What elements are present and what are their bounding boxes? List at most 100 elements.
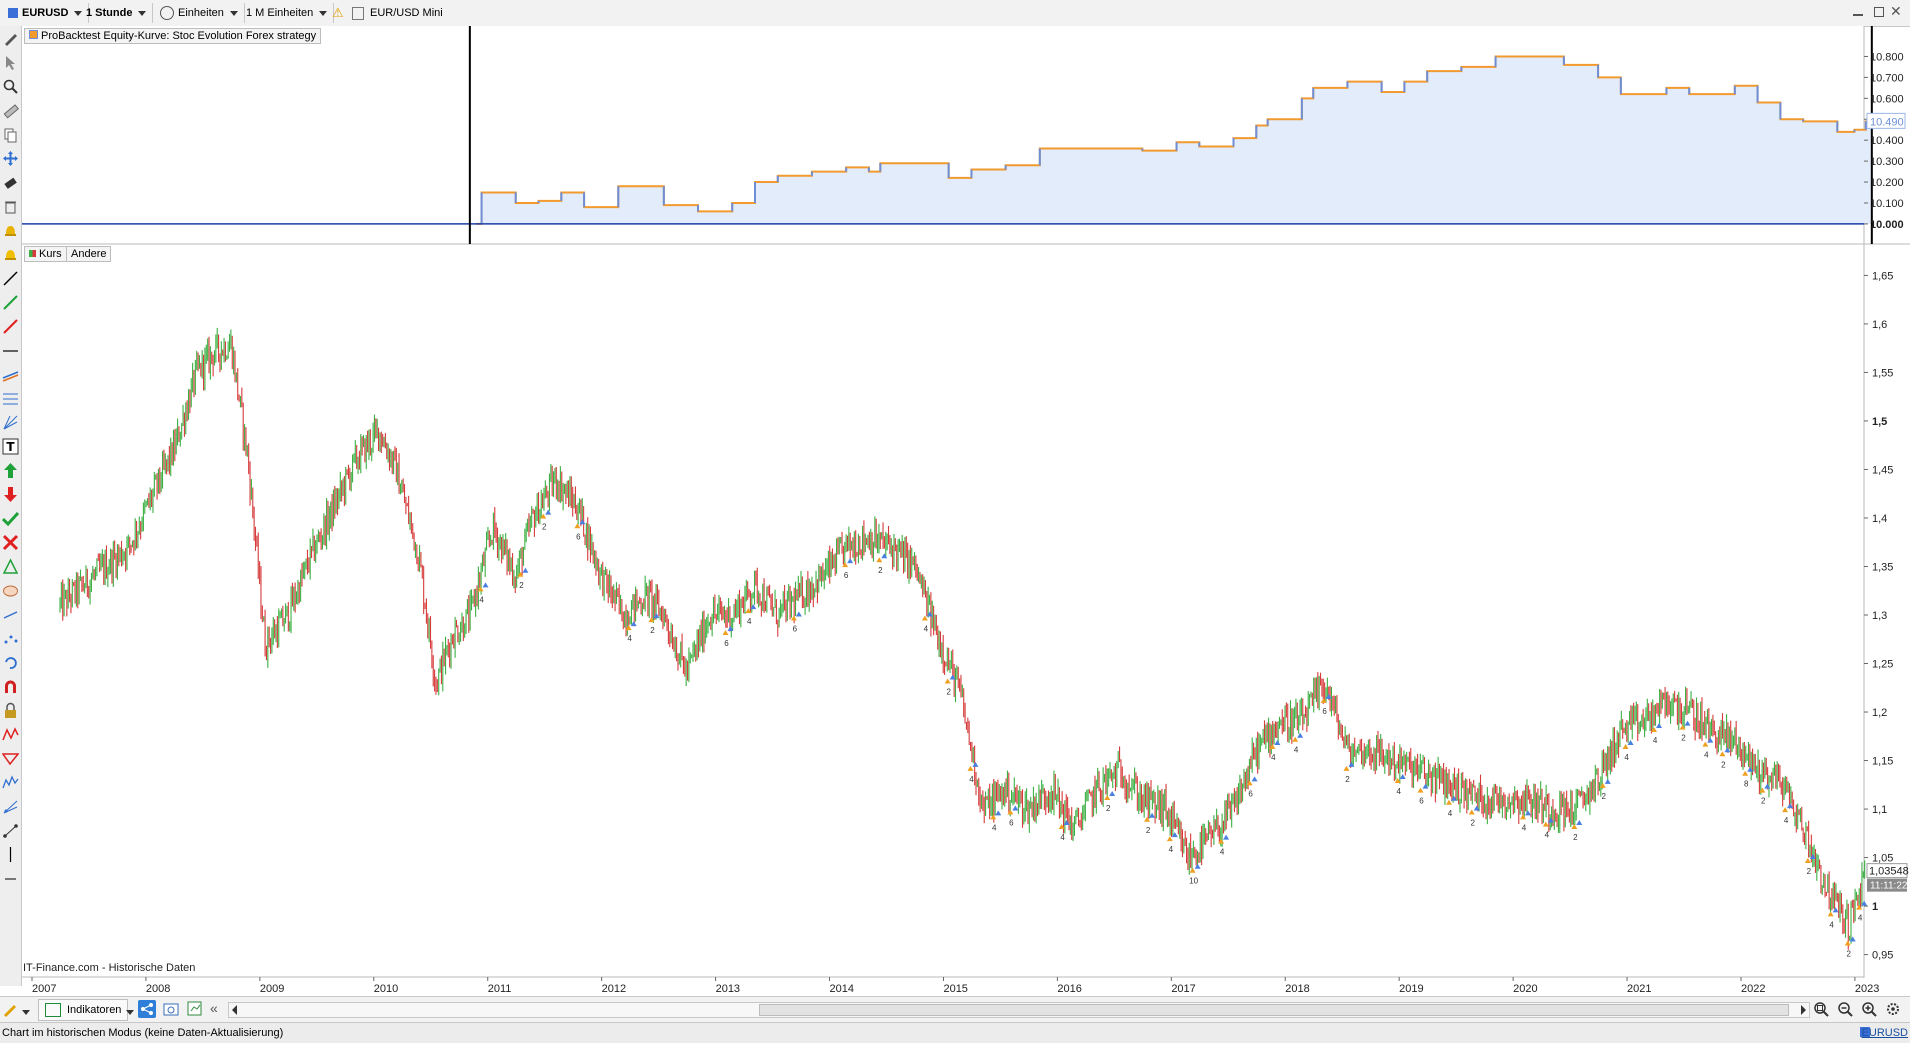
ruler-tool[interactable] bbox=[2, 102, 19, 119]
zoom-out-button[interactable] bbox=[1836, 1000, 1854, 1018]
pencil-tool[interactable] bbox=[2, 30, 19, 47]
pattern-tool[interactable] bbox=[1, 750, 20, 767]
price-y-tick-label: 1,05 bbox=[1872, 853, 1893, 865]
eraser-tool[interactable] bbox=[2, 174, 19, 191]
export-icon bbox=[187, 1001, 202, 1016]
tab-andere-label: Andere bbox=[71, 248, 107, 260]
restore-button[interactable] bbox=[1872, 6, 1884, 18]
chevron-down-icon bbox=[22, 1009, 30, 1015]
tab-andere[interactable]: Andere bbox=[66, 246, 112, 262]
path-icon bbox=[3, 824, 18, 838]
sell-signal-icon bbox=[1724, 747, 1731, 753]
sell-signal-icon bbox=[1251, 776, 1258, 782]
buy-signal-icon bbox=[842, 562, 849, 568]
sell-signal-icon bbox=[1149, 812, 1156, 818]
points-tool[interactable] bbox=[2, 630, 19, 647]
fibonacci-tool[interactable] bbox=[2, 390, 19, 407]
buy-signal-icon bbox=[1542, 821, 1549, 827]
move-tool[interactable] bbox=[2, 150, 19, 167]
buy-signal-icon bbox=[1246, 780, 1253, 786]
line-tool-black[interactable] bbox=[2, 270, 19, 287]
zoom-in-button[interactable] bbox=[1860, 1000, 1878, 1018]
zoom-in-icon bbox=[1862, 1002, 1877, 1017]
sell-signal-icon bbox=[1832, 907, 1839, 913]
scroll-left-icon[interactable] bbox=[232, 1005, 237, 1015]
cross-tool[interactable] bbox=[2, 534, 19, 551]
share-icon bbox=[141, 1003, 153, 1015]
timeframe-selector[interactable]: 1 Stunde bbox=[80, 3, 154, 23]
trade-size-label: 6 bbox=[1248, 789, 1253, 798]
magnet-tool[interactable] bbox=[2, 678, 19, 695]
sell-arrow-tool[interactable] bbox=[2, 486, 19, 503]
delete-tool[interactable] bbox=[2, 198, 19, 215]
trade-size-label: 4 bbox=[1522, 823, 1527, 832]
tab-kurs[interactable]: Kurs bbox=[24, 246, 67, 262]
buy-signal-icon bbox=[876, 557, 883, 563]
current-time-badge bbox=[1867, 878, 1907, 892]
horizontal-scrollbar[interactable] bbox=[228, 1002, 1810, 1018]
equity-curve-label[interactable]: ProBacktest Equity-Kurve: Stoc Evolution… bbox=[24, 28, 322, 44]
alert-tool[interactable] bbox=[2, 222, 19, 239]
export-button[interactable] bbox=[186, 1000, 204, 1018]
pointer-tool[interactable] bbox=[2, 54, 19, 71]
sell-signal-icon bbox=[1787, 803, 1794, 809]
rectangle-tool[interactable] bbox=[2, 606, 19, 623]
triangle-tool[interactable] bbox=[2, 558, 19, 575]
path-tool[interactable] bbox=[2, 822, 19, 839]
alert-tool-2[interactable] bbox=[2, 246, 19, 263]
cycle-tool[interactable] bbox=[2, 654, 19, 671]
indicators-button[interactable]: Indikatoren bbox=[38, 999, 129, 1021]
buy-signal-icon bbox=[1742, 770, 1749, 776]
zoom-tool[interactable] bbox=[2, 78, 19, 95]
line-tool-red[interactable] bbox=[2, 318, 19, 335]
collapse-left-button[interactable]: « bbox=[210, 1000, 218, 1016]
scroll-right-icon[interactable] bbox=[1801, 1005, 1806, 1015]
text-tool[interactable]: T bbox=[2, 438, 19, 455]
price-y-tick-label: 1,65 bbox=[1872, 270, 1893, 282]
draw-mode-button[interactable] bbox=[2, 1001, 18, 1017]
units-count-selector[interactable]: 1 M Einheiten bbox=[240, 3, 335, 23]
line-icon bbox=[3, 271, 18, 286]
check-tool[interactable] bbox=[1, 510, 20, 527]
status-symbol-link[interactable]: EURUSD bbox=[1861, 1027, 1908, 1039]
x-axis-year-label: 2007 bbox=[32, 983, 56, 995]
vertical-line-tool[interactable] bbox=[2, 846, 19, 863]
pencil-icon bbox=[5, 34, 17, 46]
instrument-info[interactable]: EUR/USD Mini bbox=[346, 3, 449, 23]
copy-tool[interactable] bbox=[2, 126, 19, 143]
horizontal-line-tool[interactable] bbox=[2, 342, 19, 359]
zoom-fit-button[interactable] bbox=[1812, 1000, 1830, 1018]
fan-tool[interactable] bbox=[2, 414, 19, 431]
trade-size-label: 4 bbox=[969, 775, 974, 784]
minimize-button[interactable] bbox=[1852, 6, 1864, 18]
buy-arrow-tool[interactable] bbox=[2, 462, 19, 479]
share-button[interactable] bbox=[138, 1000, 156, 1018]
sell-signal-icon bbox=[1450, 795, 1457, 801]
scrollbar-thumb[interactable] bbox=[759, 1004, 1789, 1016]
trade-size-label: 4 bbox=[1545, 831, 1550, 840]
indicators-dropdown[interactable] bbox=[126, 1006, 134, 1018]
trade-size-label: 4 bbox=[1448, 809, 1453, 818]
price-y-tick-label: 1,4 bbox=[1872, 513, 1887, 525]
screenshot-button[interactable] bbox=[162, 1000, 180, 1018]
symbol-selector[interactable]: EURUSD bbox=[2, 3, 90, 23]
line-tool-green[interactable] bbox=[2, 294, 19, 311]
draw-mode-dropdown[interactable] bbox=[22, 1006, 30, 1018]
buy-signal-icon bbox=[1104, 794, 1111, 800]
elliott-tool[interactable] bbox=[2, 774, 19, 791]
line-icon bbox=[3, 319, 18, 334]
close-button[interactable]: ✕ bbox=[1890, 4, 1904, 18]
short-line-tool[interactable] bbox=[2, 870, 19, 887]
top-toolbar: EURUSD 1 Stunde Einheiten 1 M Einheiten … bbox=[0, 0, 1910, 27]
trade-size-label: 4 bbox=[924, 624, 929, 633]
warning-button[interactable]: ⚠ bbox=[326, 3, 350, 23]
x-axis-year-label: 2020 bbox=[1513, 983, 1537, 995]
wave-tool[interactable] bbox=[2, 726, 19, 743]
pitchfork-tool[interactable] bbox=[2, 798, 19, 815]
ellipse-tool[interactable] bbox=[2, 582, 19, 599]
units-selector[interactable]: Einheiten bbox=[154, 3, 245, 23]
chart-settings-button[interactable] bbox=[1884, 1000, 1902, 1018]
pitchfork-icon bbox=[3, 800, 18, 814]
channel-tool[interactable] bbox=[2, 366, 19, 383]
lock-tool[interactable] bbox=[2, 702, 19, 719]
